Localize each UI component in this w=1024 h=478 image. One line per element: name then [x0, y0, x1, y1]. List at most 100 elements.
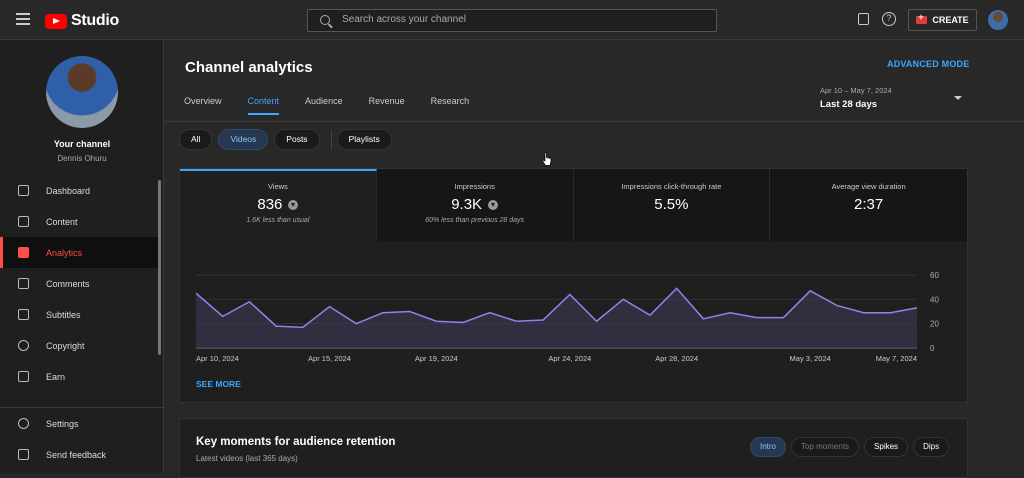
chart-point	[462, 321, 464, 323]
x-tick-label: Apr 24, 2024	[548, 354, 591, 363]
sidebar-item-send-feedback[interactable]: Send feedback	[0, 439, 164, 470]
metric-label: Impressions click-through rate	[621, 182, 722, 191]
channel-avatar[interactable]	[46, 56, 118, 128]
key-moments-subtitle: Latest videos (last 365 days)	[196, 454, 298, 463]
sidebar-item-analytics[interactable]: Analytics	[0, 237, 160, 268]
account-avatar[interactable]	[988, 10, 1008, 30]
chart-point	[195, 292, 197, 294]
tab-overview[interactable]: Overview	[184, 96, 222, 106]
chip-posts[interactable]: Posts	[274, 129, 320, 150]
chip-intro[interactable]: Intro	[750, 437, 787, 457]
date-range-selector[interactable]: Apr 10 – May 7, 2024 Last 28 days	[820, 86, 892, 110]
sidebar-item-dashboard[interactable]: Dashboard	[0, 175, 160, 206]
x-tick-label: Apr 10, 2024	[196, 354, 239, 363]
metric-views[interactable]: Views 836 1.6K less than usual	[180, 169, 377, 241]
dashboard-icon	[18, 185, 29, 196]
create-label: CREATE	[932, 15, 969, 25]
chart-point	[916, 307, 918, 309]
metric-value: 836	[257, 196, 283, 213]
analytics-icon	[18, 247, 29, 258]
metrics-row: Views 836 1.6K less than usual Impressio…	[180, 169, 967, 241]
chip-all[interactable]: All	[179, 129, 213, 150]
arrow-down-icon	[488, 199, 499, 210]
chart-point	[889, 312, 891, 314]
search-input[interactable]	[342, 14, 702, 25]
chart-point	[409, 311, 411, 313]
chart-point	[489, 312, 491, 314]
chart-point	[329, 306, 331, 308]
chart-point	[863, 312, 865, 314]
x-tick-label: Apr 19, 2024	[415, 354, 458, 363]
sidebar-item-subtitles[interactable]: Subtitles	[0, 299, 160, 330]
sidebar-item-copyright[interactable]: Copyright	[0, 330, 160, 361]
chart-point	[836, 304, 838, 306]
search-box[interactable]	[307, 9, 717, 32]
chip-dips[interactable]: Dips	[913, 437, 950, 457]
hand-cursor-icon	[542, 152, 552, 166]
metric-average-view-duration[interactable]: Average view duration 2:37	[770, 169, 967, 241]
metric-label: Average view duration	[831, 182, 906, 191]
chip-top-moments[interactable]: Top moments	[791, 437, 860, 457]
comments-icon	[18, 278, 29, 289]
channel-name: Dennis Ohuru	[57, 154, 107, 163]
metric-ctr[interactable]: Impressions click-through rate 5.5%	[573, 169, 771, 241]
metric-value: 2:37	[854, 196, 884, 213]
views-chart[interactable]: 60 40 20 0 Apr 10, 2024 Apr 15, 2024 Apr 19, 2…	[180, 241, 967, 371]
x-tick-label: Apr 15, 2024	[308, 354, 351, 363]
metric-note: 60% less than previous 28 days	[425, 217, 525, 224]
earn-icon	[18, 371, 29, 382]
tab-content[interactable]: Content	[247, 96, 279, 115]
advanced-mode-button[interactable]: ADVANCED MODE	[887, 59, 970, 69]
chip-spikes[interactable]: Spikes	[864, 437, 909, 457]
sidebar-item-earn[interactable]: Earn	[0, 361, 160, 392]
chart-point	[622, 298, 624, 300]
key-moments-chips: Intro Top moments Spikes Dips	[750, 437, 954, 457]
content-type-chips: All Videos Posts Playlists	[179, 129, 398, 150]
sidebar-item-settings[interactable]: Settings	[0, 408, 164, 439]
chip-videos[interactable]: Videos	[218, 129, 269, 150]
hamburger-menu-icon[interactable]	[16, 13, 30, 25]
metric-value-row: 5.5%	[574, 196, 770, 213]
sidebar-item-comments[interactable]: Comments	[0, 268, 160, 299]
key-moments-title: Key moments for audience retention	[196, 436, 396, 448]
metric-impressions[interactable]: Impressions 9.3K 60% less than previous …	[376, 169, 574, 241]
x-tick-label: May 3, 2024	[790, 354, 831, 363]
gear-icon	[18, 418, 29, 429]
key-moments-card: Key moments for audience retention Lates…	[179, 418, 968, 478]
sidebar-scrollbar[interactable]	[158, 180, 161, 355]
y-tick-label: 60	[930, 271, 939, 280]
metric-value: 5.5%	[654, 196, 689, 213]
metric-value-row: 9.3K	[377, 196, 573, 213]
sidebar-item-content[interactable]: Content	[0, 206, 160, 237]
tab-revenue[interactable]: Revenue	[368, 96, 405, 106]
sidebar-item-label: Send feedback	[46, 449, 107, 460]
chart-point	[435, 320, 437, 322]
tab-audience[interactable]: Audience	[305, 96, 343, 106]
see-more-link[interactable]: SEE MORE	[196, 379, 241, 389]
youtube-studio-logo[interactable]: Studio	[45, 12, 119, 30]
youtube-play-icon	[45, 13, 67, 29]
help-icon[interactable]: ?	[882, 12, 896, 26]
chart-point	[515, 320, 517, 322]
create-video-icon	[916, 12, 928, 24]
create-button[interactable]: CREATE	[908, 9, 977, 31]
copyright-icon	[18, 340, 29, 351]
main-content: Channel analytics ADVANCED MODE Overview…	[165, 40, 1024, 478]
chevron-down-icon[interactable]	[954, 96, 962, 100]
notifications-icon[interactable]	[858, 13, 869, 25]
date-range-label: Last 28 days	[820, 99, 878, 110]
metric-value-row: 836	[180, 196, 376, 213]
tab-research[interactable]: Research	[430, 96, 470, 106]
x-tick-label: May 7, 2024	[876, 354, 917, 363]
sidebar-nav: Dashboard Content Analytics Comments Sub…	[0, 175, 160, 392]
page-title: Channel analytics	[185, 59, 313, 76]
sidebar-item-label: Comments	[46, 278, 90, 289]
search-icon[interactable]	[320, 15, 330, 25]
sidebar: Your channel Dennis Ohuru Dashboard Cont…	[0, 40, 164, 473]
chart-point	[782, 317, 784, 319]
chart-point	[302, 326, 304, 328]
arrow-down-icon	[288, 199, 299, 210]
chip-playlists[interactable]: Playlists	[336, 129, 392, 150]
chip-divider	[330, 129, 332, 150]
chart-point	[248, 301, 250, 303]
